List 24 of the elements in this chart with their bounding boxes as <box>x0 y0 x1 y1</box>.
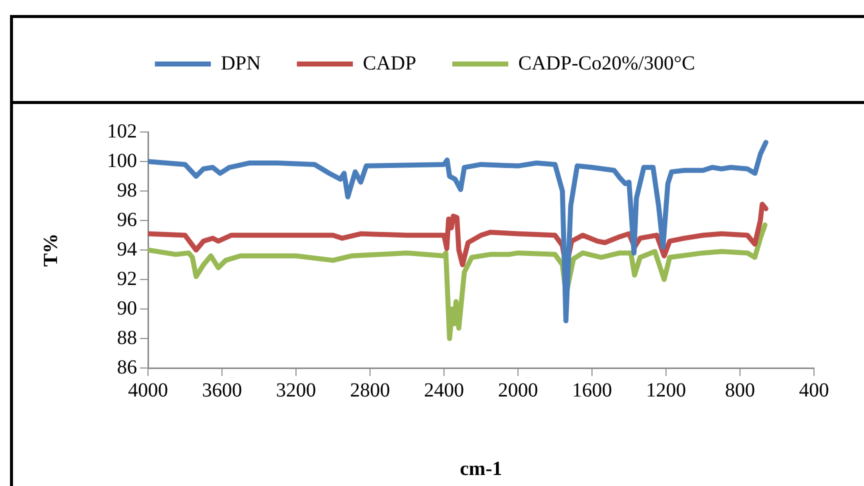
y-tick-label: 96 <box>117 208 137 231</box>
x-tick-label: 2800 <box>350 379 390 402</box>
y-tick-label: 100 <box>107 150 137 172</box>
y-tick-label: 88 <box>117 326 137 349</box>
x-tick-label: 400 <box>799 379 829 402</box>
x-tick-label: 3200 <box>276 379 316 402</box>
y-tick-label: 86 <box>117 356 137 378</box>
y-tick-label: 92 <box>117 268 137 290</box>
y-tick-label: 102 <box>107 120 137 142</box>
x-tick-label: 4000 <box>128 379 168 402</box>
x-tick-label: 800 <box>725 379 755 402</box>
x-tick-label: 2000 <box>498 379 538 402</box>
y-tick-label: 90 <box>117 297 137 320</box>
y-tick-label: 98 <box>117 179 137 202</box>
legend-label: CADP-Co20%/300°C <box>518 52 696 74</box>
legend-label: DPN <box>220 52 261 74</box>
y-axis-title: T% <box>40 233 62 267</box>
x-axis-title: cm-1 <box>460 458 502 480</box>
y-tick-label: 94 <box>117 238 137 260</box>
legend-label: CADP <box>362 52 416 74</box>
x-tick-label: 3600 <box>202 379 242 402</box>
x-tick-label: 2400 <box>424 379 464 402</box>
x-tick-label: 1200 <box>646 379 686 402</box>
x-tick-label: 1600 <box>572 379 612 402</box>
